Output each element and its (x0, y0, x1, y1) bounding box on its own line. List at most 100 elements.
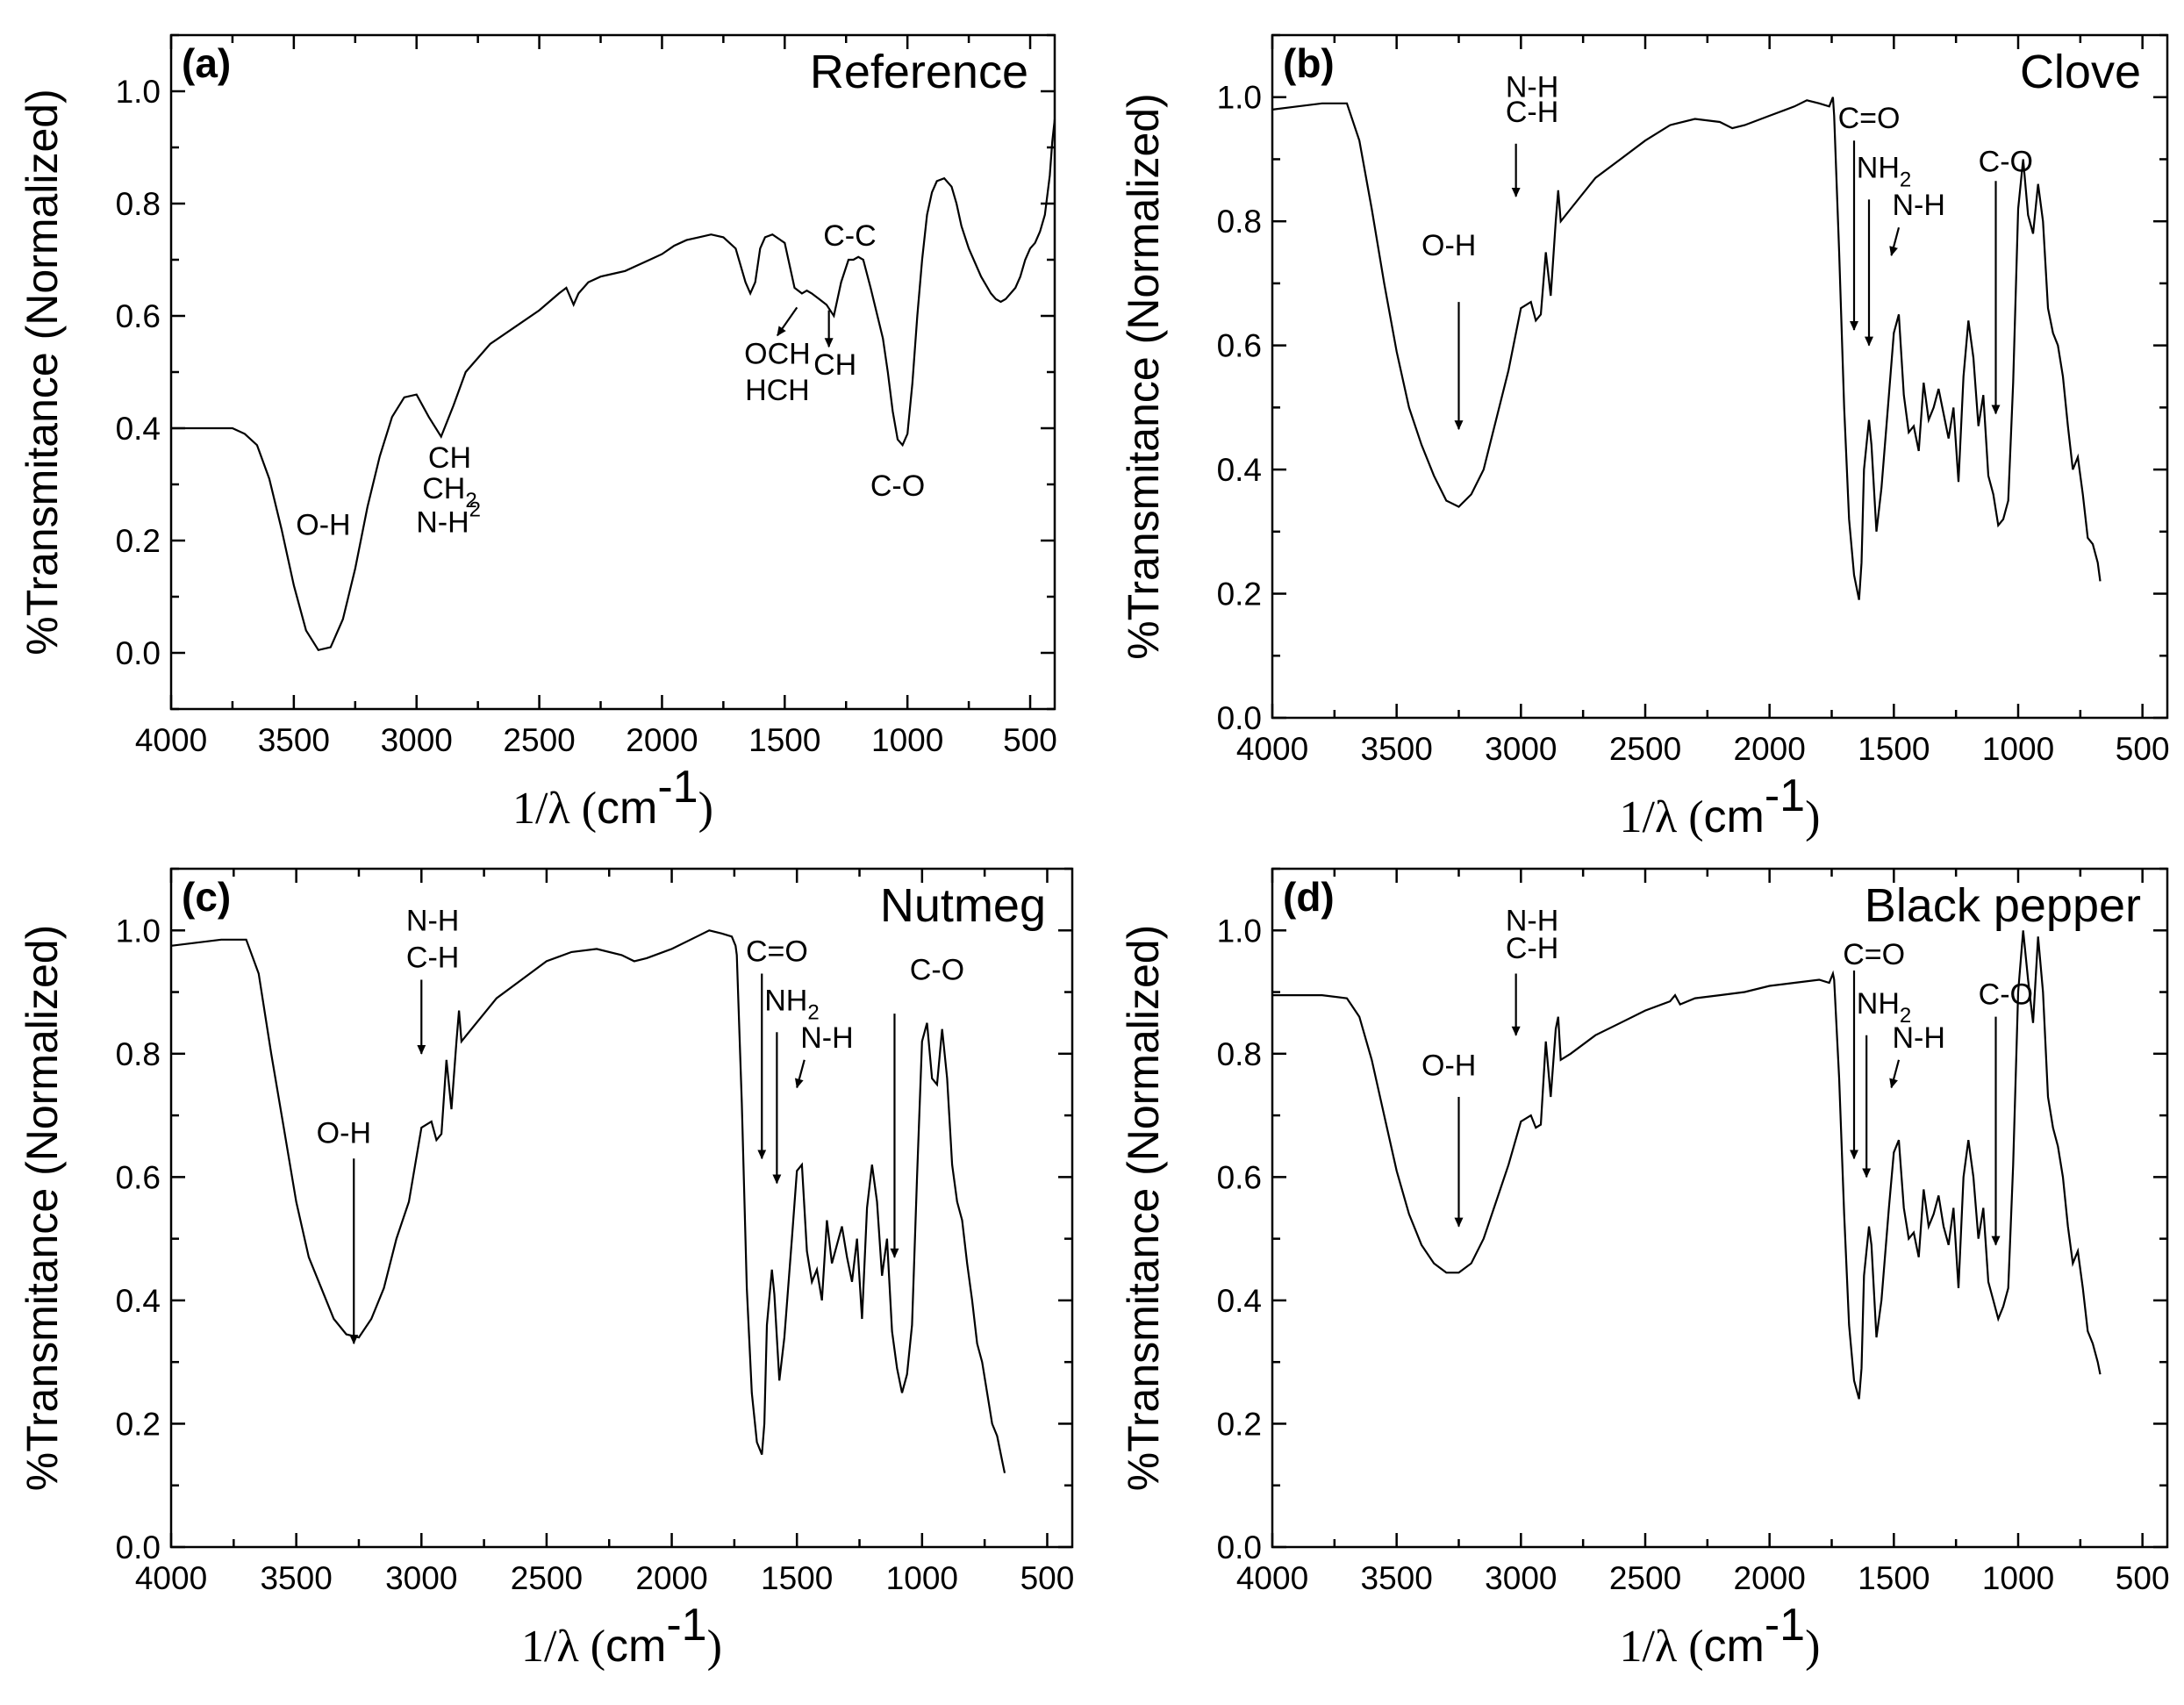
x-tick-label: 3000 (1485, 731, 1557, 767)
annotation-text: O-H (1421, 1049, 1476, 1082)
y-tick-label: 0.0 (116, 1529, 161, 1565)
annotation-text: NH (764, 985, 807, 1018)
x-axis-label-prefix: 1/λ ( (1620, 1622, 1704, 1672)
x-axis-label-suffix: ) (707, 1622, 722, 1672)
y-tick-label: 0.4 (1217, 452, 1262, 488)
annotation-text: NH (1857, 987, 1900, 1021)
panel-letter: (b) (1283, 40, 1335, 86)
y-axis-label: %Transmitance (Normalized) (1119, 925, 1168, 1492)
y-tick-label: 0.8 (1217, 204, 1262, 240)
annotation-text: N-H (1892, 189, 1944, 222)
plot-frame (169, 867, 1074, 1549)
annotation-text: N-H (1506, 904, 1558, 937)
x-tick-label: 4000 (1236, 731, 1308, 767)
y-tick-label: 0.8 (116, 186, 161, 222)
annotation-text: N-H (800, 1021, 853, 1055)
x-axis-label: 1/λ (cm-1) (1620, 1600, 1821, 1672)
y-tick-label: 0.2 (1217, 1406, 1262, 1442)
y-tick-label: 1.0 (1217, 913, 1262, 949)
y-tick-label: 0.2 (116, 523, 161, 559)
x-axis-label: 1/λ (cm-1) (1620, 770, 1821, 842)
x-axis-label-prefix: 1/λ ( (512, 784, 597, 834)
annotation-subscript: 2 (1900, 168, 1911, 192)
y-tick-label: 0.4 (116, 1283, 161, 1319)
annotation-text: C-O (870, 469, 925, 503)
panel-reference: 4000 3500 3000 2500 2000 1500 1000 500 0.0 0.2 0.4… (18, 33, 1057, 834)
annotation-text: O-H (317, 1117, 371, 1150)
x-axis-label-unit: cm (1704, 1621, 1765, 1672)
annotation-text: N-H (1892, 1021, 1944, 1055)
x-tick-label: 1000 (871, 722, 943, 758)
x-axis-label: 1/λ (cm-1) (521, 1600, 722, 1672)
annotation-text: C=O (746, 935, 808, 968)
y-tick-label: 0.0 (116, 635, 161, 671)
x-tick-label: 3000 (1485, 1560, 1557, 1596)
annotation-label: C-C (823, 219, 876, 253)
x-axis-label-suffix: ) (698, 784, 713, 834)
x-tick-label: 1500 (761, 1560, 833, 1596)
annotation-subscript: 2 (807, 1001, 819, 1025)
annotation-label: C-O (910, 953, 964, 986)
annotation-arrow (794, 1059, 806, 1089)
x-tick-label: 3000 (381, 722, 453, 758)
annotation-label: C=O (746, 935, 808, 968)
x-tick-label: 2000 (626, 722, 698, 758)
annotation-label: C-H (406, 941, 459, 974)
annotation-text: CH (422, 472, 465, 505)
x-axis-label-unit: cm (597, 783, 657, 834)
annotation-text: N-H (406, 904, 459, 937)
panel-title: Nutmeg (880, 879, 1046, 932)
annotation-arrow (1889, 226, 1901, 257)
x-tick-label: 2000 (1734, 1560, 1806, 1596)
x-tick-label: 500 (1020, 1560, 1075, 1596)
spectrum-line (171, 118, 1056, 652)
annotation-label: N-H (1506, 904, 1558, 937)
annotation-text: CH (428, 441, 471, 475)
y-tick-label: 0.8 (1217, 1036, 1262, 1072)
plot-frame (1271, 867, 2169, 1549)
annotation-label: N-H (1506, 71, 1558, 104)
annotation-label: C-H (1506, 932, 1558, 965)
y-tick-label: 0.4 (116, 411, 161, 447)
x-tick-label: 3500 (260, 1560, 332, 1596)
x-tick-label: 4000 (135, 1560, 207, 1596)
x-axis-label-unit: cm (1704, 792, 1765, 842)
annotation-text: N-H (1506, 71, 1558, 104)
x-axis-label-exponent: -1 (1765, 1600, 1805, 1651)
y-tick-label: 0.2 (1217, 577, 1262, 613)
x-axis-label-unit: cm (605, 1621, 666, 1672)
annotation-text: C-O (910, 953, 964, 986)
panel-title: Clove (2020, 46, 2141, 98)
y-tick-label: 1.0 (116, 913, 161, 949)
annotation-subscript: 2 (465, 489, 476, 512)
x-axis-label-exponent: -1 (1765, 770, 1805, 821)
x-axis-label-suffix: ) (1805, 1622, 1820, 1672)
x-tick-label: 4000 (1236, 1560, 1308, 1596)
annotation-label: N-H (800, 1021, 853, 1055)
x-tick-label: 3000 (385, 1560, 457, 1596)
x-tick-label: 1500 (1858, 1560, 1930, 1596)
y-tick-label: 1.0 (1217, 80, 1262, 116)
panel-black-pepper: 4000 3500 3000 2500 2000 1500 1000 500 0.0 0.2 0.4… (1119, 867, 2170, 1672)
annotation-text: C-H (406, 941, 459, 974)
annotation-subscript: 2 (1900, 1004, 1911, 1028)
annotation-text: C-O (1979, 978, 2033, 1012)
plot-frame (1271, 33, 2169, 720)
annotation-label: CH (428, 441, 471, 475)
panel-nutmeg: 4000 3500 3000 2500 2000 1500 1000 500 0.0 0.2 0.4… (18, 867, 1075, 1672)
annotation-text: C-H (1506, 932, 1558, 965)
x-tick-label: 2500 (503, 722, 575, 758)
annotation-superscript: 2 (469, 498, 481, 521)
y-tick-label: 0.0 (1217, 1529, 1262, 1565)
x-tick-label: 1000 (1982, 731, 2054, 767)
annotation-text: HCH (745, 374, 810, 407)
annotation-text: CH (813, 348, 856, 382)
x-tick-label: 2500 (1609, 731, 1681, 767)
y-tick-label: 0.2 (116, 1406, 161, 1442)
annotation-text: NH (1857, 152, 1900, 185)
panel-clove: 4000 3500 3000 2500 2000 1500 1000 500 0.0 0.2 0.4… (1119, 33, 2170, 842)
x-tick-label: 3500 (1361, 731, 1433, 767)
annotation-text: C=O (1843, 938, 1905, 971)
annotation-label: C-H (1506, 96, 1558, 129)
